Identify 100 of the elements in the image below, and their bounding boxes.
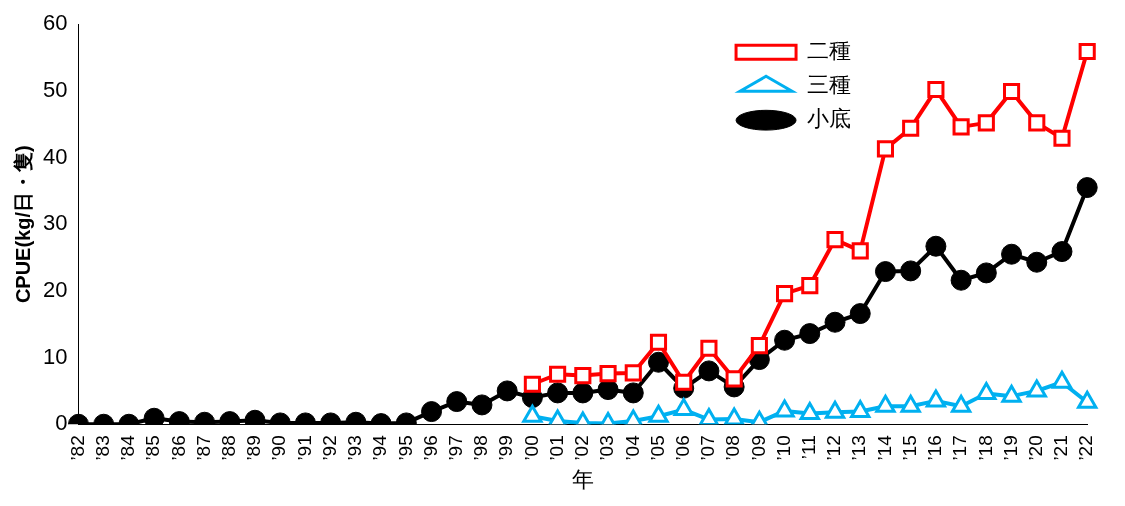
legend-label: 三種: [807, 72, 852, 98]
x-tick-label: ’08: [722, 435, 744, 461]
x-tick-label: ’04: [621, 434, 643, 461]
x-tick-label: ’11: [798, 435, 820, 460]
point: [673, 398, 694, 417]
point: [471, 394, 493, 416]
point: [950, 394, 972, 413]
point: [523, 375, 541, 393]
point: [1028, 114, 1046, 132]
point: [1051, 370, 1073, 389]
x-tick-label: ’92: [318, 435, 340, 461]
point: [826, 230, 844, 249]
point: [675, 373, 693, 391]
x-tick-label: ’03: [596, 435, 618, 461]
point: [1053, 129, 1071, 147]
x-tick-label: ’91: [293, 435, 315, 461]
point: [925, 389, 947, 408]
point: [799, 402, 820, 421]
point: [723, 407, 745, 425]
x-tick-label: ’09: [747, 435, 769, 461]
point: [1001, 243, 1023, 265]
legend-label: 小底: [807, 106, 852, 132]
y-axis-title: CPUE(kg/日・隻): [11, 145, 34, 304]
x-tick-label: ’86: [167, 435, 189, 461]
point: [801, 276, 819, 295]
y-tick-label: 20: [42, 276, 68, 302]
point: [547, 382, 569, 404]
x-tick-label: ’90: [268, 435, 290, 461]
legend-label: 二種: [807, 38, 852, 64]
point: [975, 262, 997, 284]
point: [1051, 241, 1073, 263]
y-tick-label: 30: [42, 210, 68, 236]
point: [876, 140, 895, 158]
point: [874, 261, 896, 283]
x-tick-label: ’17: [949, 435, 971, 461]
x-tick-label: ’99: [495, 435, 517, 461]
point: [875, 394, 896, 413]
point: [1076, 177, 1098, 199]
x-tick-label: ’12: [823, 435, 845, 461]
point: [574, 367, 592, 385]
point: [599, 365, 617, 383]
point: [446, 391, 468, 413]
point: [648, 404, 669, 423]
x-tick-label: ’01: [545, 435, 567, 461]
y-tick-label: 60: [42, 10, 68, 36]
point: [976, 382, 997, 401]
x-tick-label: ’19: [999, 435, 1021, 461]
x-tick-label: ’16: [924, 435, 946, 461]
x-tick-label: ’06: [671, 435, 693, 461]
x-tick-label: ’82: [66, 435, 88, 461]
x-tick-label: ’88: [218, 435, 240, 461]
x-tick-label: ’97: [444, 435, 466, 461]
point: [624, 364, 642, 382]
point: [522, 404, 543, 423]
x-tick-label: ’96: [419, 435, 441, 461]
point: [725, 370, 743, 388]
point: [824, 400, 846, 419]
x-tick-label: ’05: [646, 435, 668, 461]
point: [700, 339, 718, 357]
point: [1002, 82, 1021, 101]
x-tick-label: ’00: [520, 435, 542, 461]
point: [799, 323, 821, 345]
point: [977, 114, 995, 132]
x-tick-label: ’14: [873, 434, 895, 461]
y-tick-label: 0: [55, 410, 68, 436]
x-tick-label: ’02: [571, 435, 593, 461]
point: [900, 394, 921, 413]
point: [549, 365, 567, 383]
point: [927, 80, 945, 99]
point: [851, 242, 869, 260]
point: [421, 401, 443, 423]
point: [1001, 384, 1022, 403]
x-tick-label: ’13: [848, 435, 870, 461]
point: [776, 284, 794, 303]
point: [647, 351, 669, 373]
x-tick-label: ’22: [1075, 435, 1097, 461]
point: [1077, 390, 1098, 409]
y-tick-label: 50: [42, 76, 68, 102]
point: [850, 400, 871, 419]
point: [649, 333, 668, 351]
x-tick-label: ’10: [772, 435, 794, 461]
x-tick-label: ’84: [117, 434, 139, 461]
x-tick-label: ’95: [394, 435, 416, 461]
x-tick-label: ’18: [974, 435, 996, 461]
point: [597, 379, 619, 401]
x-tick-label: ’21: [1050, 435, 1072, 461]
point: [622, 382, 644, 404]
point: [902, 119, 920, 137]
point: [824, 311, 846, 333]
y-tick-label: 10: [42, 343, 68, 369]
point: [1026, 379, 1047, 398]
point: [1078, 42, 1096, 61]
x-tick-label: ’20: [1025, 435, 1046, 461]
x-tick-label: ’89: [243, 435, 265, 461]
point: [925, 235, 947, 257]
point: [774, 329, 796, 351]
x-axis-title: 年: [571, 466, 594, 492]
x-tick-label: ’85: [142, 435, 164, 461]
point: [849, 303, 871, 325]
point: [698, 360, 720, 382]
